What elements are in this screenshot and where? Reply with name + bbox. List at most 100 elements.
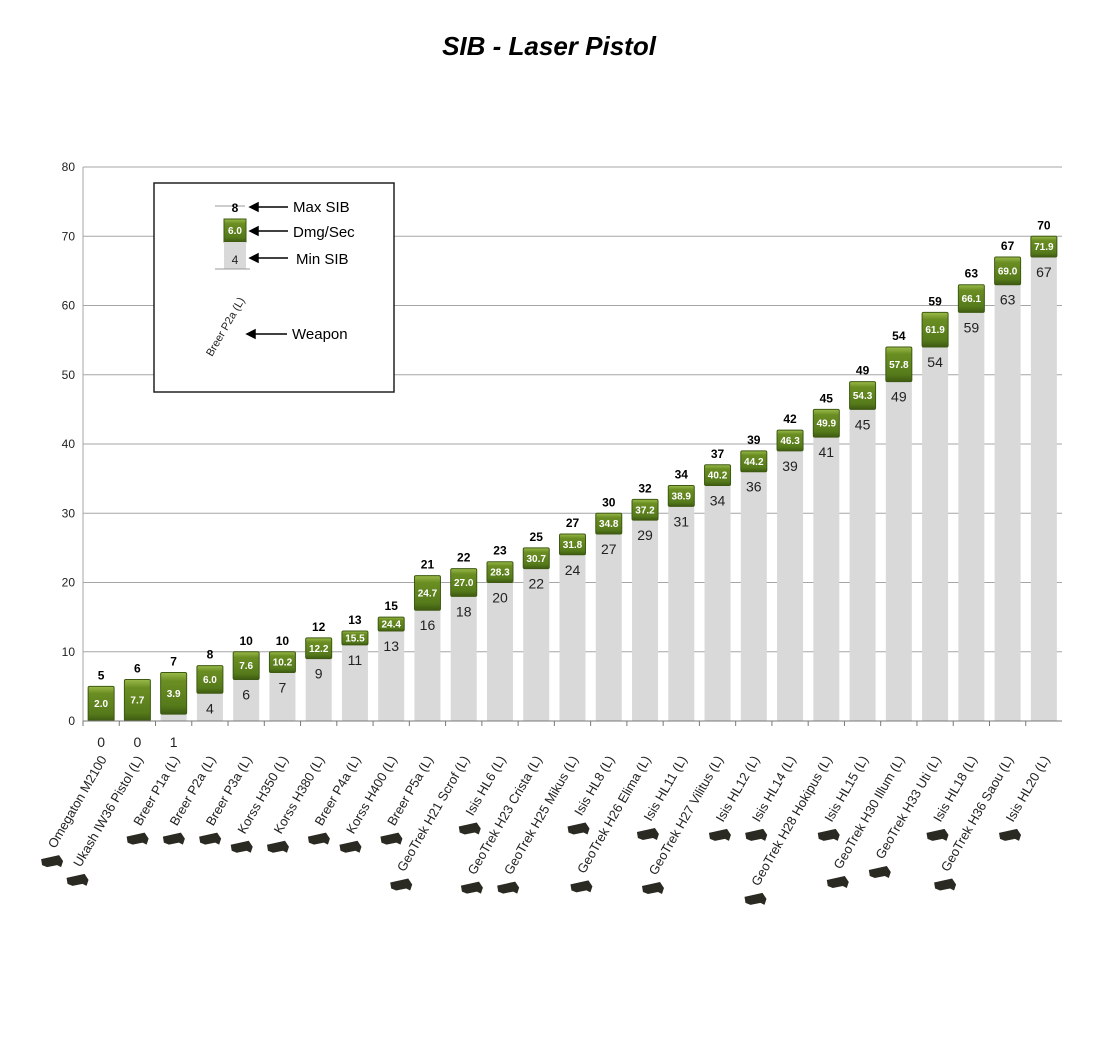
- min-sib-label: 45: [855, 416, 871, 432]
- dmg-sec-label: 15.5: [345, 633, 365, 644]
- min-sib-bar: [632, 520, 659, 721]
- min-sib-bar: [305, 658, 332, 721]
- dmg-sec-label: 57.8: [889, 360, 909, 371]
- dmg-box: [196, 665, 224, 694]
- min-sib-label: 0: [97, 734, 105, 750]
- min-sib-label: 34: [710, 493, 726, 509]
- weapon-icon: [307, 832, 330, 845]
- dmg-sec-label: 12.2: [309, 644, 329, 655]
- dmg-box: [921, 311, 949, 348]
- min-sib-bar: [922, 347, 949, 721]
- legend-weapon: Weapon: [292, 326, 348, 343]
- weapon-icon-body: [460, 881, 483, 894]
- min-sib-bar: [595, 534, 622, 721]
- weapon-icon-body: [817, 828, 840, 841]
- dmg-box: [957, 284, 985, 313]
- weapon-icon-body: [745, 828, 768, 841]
- weapon-icon: [126, 832, 149, 845]
- dmg-sec-label: 71.9: [1034, 242, 1054, 253]
- dmg-box: [704, 464, 732, 487]
- dmg-sec-label: 24.7: [418, 588, 438, 599]
- legend: 8 6.0 4 Breer P2a (L) Max SIB Dmg/Sec Mi…: [153, 182, 395, 393]
- dmg-sec-label: 3.9: [167, 689, 181, 700]
- dmg-box: [377, 616, 405, 632]
- dmg-sec-label: 34.8: [599, 519, 619, 530]
- dmg-box: [522, 547, 550, 570]
- weapon-icon: [390, 878, 413, 891]
- dmg-box: [994, 256, 1022, 286]
- dmg-box: [268, 651, 296, 674]
- weapon-icon: [497, 881, 520, 894]
- min-sib-label: 39: [782, 458, 798, 474]
- legend-example-min-bar: [224, 242, 246, 269]
- weapon-icon: [458, 822, 481, 835]
- dmg-sec-label: 69.0: [998, 266, 1018, 277]
- weapon-icon: [868, 865, 891, 878]
- weapon-icon: [162, 832, 185, 845]
- dmg-box: [740, 450, 768, 473]
- weapon-icon-body: [230, 840, 253, 853]
- dmg-sec-label: 10.2: [273, 658, 293, 669]
- weapon-icon: [826, 875, 849, 888]
- min-sib-label: 13: [383, 638, 399, 654]
- min-sib-label: 7: [279, 680, 287, 696]
- max-sib-label: 6: [134, 661, 141, 675]
- min-sib-bar: [269, 672, 296, 721]
- max-sib-label: 22: [457, 551, 471, 565]
- weapon-icon: [745, 828, 768, 841]
- weapon-icon-body: [868, 865, 891, 878]
- min-sib-bar: [777, 450, 804, 721]
- weapon-icon: [570, 880, 593, 893]
- max-sib-label: 7: [170, 655, 177, 669]
- y-tick-label: 80: [62, 160, 76, 174]
- weapon-icon: [744, 892, 767, 905]
- bars: 2.0 5 0 7.7 6 0 3.9 7 1 6.0 8 4 7.6 10 6 10.2 10 7 12.2 12 9…: [87, 218, 1058, 750]
- y-tick-label: 20: [62, 576, 76, 590]
- dmg-box: [160, 672, 188, 715]
- min-sib-bar: [704, 485, 731, 721]
- min-sib-bar: [885, 381, 912, 721]
- max-sib-label: 10: [239, 634, 253, 648]
- min-sib-label: 49: [891, 389, 907, 405]
- min-sib-bar: [813, 437, 840, 721]
- max-sib-label: 15: [385, 599, 399, 613]
- dmg-box: [776, 429, 804, 452]
- max-sib-label: 27: [566, 516, 580, 530]
- max-sib-label: 23: [493, 544, 507, 558]
- dmg-box: [305, 637, 333, 660]
- weapon-icon-body: [162, 832, 185, 845]
- weapon-icon: [199, 832, 222, 845]
- min-sib-label: 54: [927, 354, 943, 370]
- max-sib-label: 10: [276, 634, 290, 648]
- weapon-icon-body: [567, 822, 590, 835]
- weapon-icon: [230, 840, 253, 853]
- min-sib-label: 29: [637, 527, 653, 543]
- weapon-icon: [66, 873, 89, 886]
- min-sib-label: 6: [242, 686, 250, 702]
- y-tick-label: 50: [62, 368, 76, 382]
- max-sib-label: 30: [602, 495, 616, 509]
- weapon-icon-body: [708, 828, 731, 841]
- min-sib-label: 63: [1000, 292, 1016, 308]
- min-sib-label: 22: [528, 576, 544, 592]
- weapon-icon-body: [266, 840, 289, 853]
- max-sib-label: 70: [1037, 218, 1051, 232]
- weapon-icon: [999, 828, 1022, 841]
- min-sib-bar: [994, 284, 1021, 721]
- weapon-icon: [636, 827, 659, 840]
- weapon-icon: [266, 840, 289, 853]
- y-tick-label: 60: [62, 299, 76, 313]
- min-sib-bar: [668, 506, 695, 721]
- dmg-box: [450, 568, 478, 597]
- dmg-box: [486, 561, 514, 583]
- legend-example-max: 8: [232, 201, 239, 215]
- y-tick-label: 30: [62, 506, 76, 520]
- weapon-icon: [708, 828, 731, 841]
- legend-example-dmg: 6.0: [228, 226, 242, 237]
- weapon-icon-body: [380, 832, 403, 845]
- dmg-sec-label: 28.3: [490, 568, 510, 579]
- min-sib-bar: [378, 630, 405, 721]
- dmg-box: [1030, 235, 1058, 258]
- max-sib-label: 34: [675, 468, 689, 482]
